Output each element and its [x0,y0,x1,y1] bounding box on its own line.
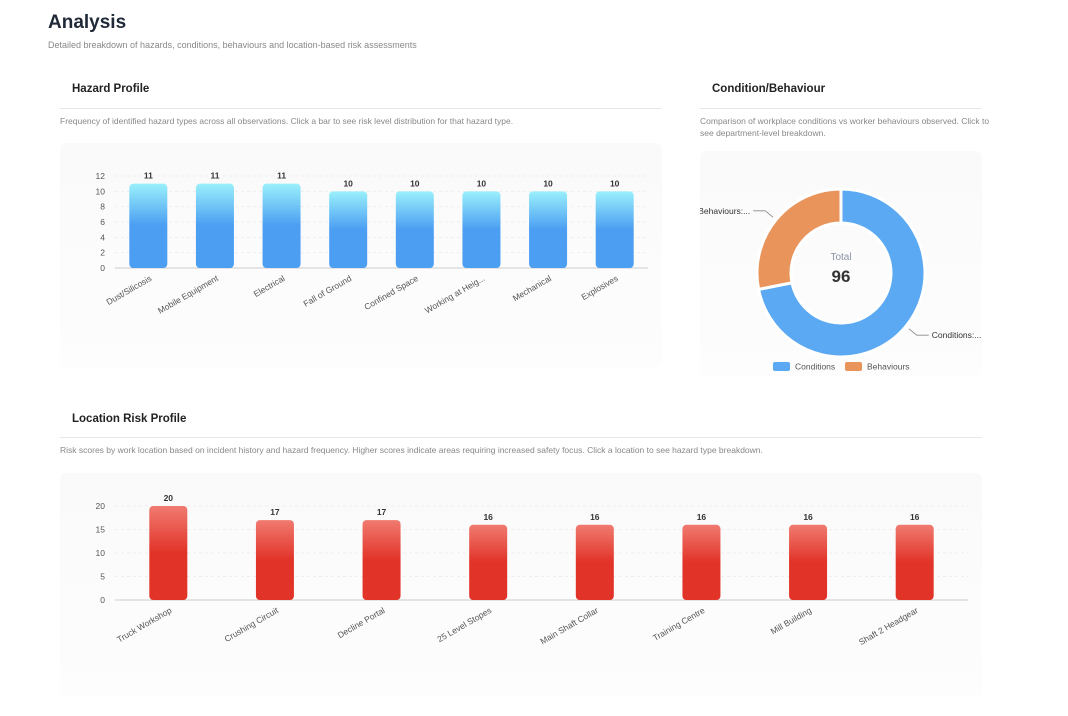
y-tick-label: 10 [96,186,106,196]
y-tick-label: 0 [100,595,105,605]
x-tick-label: Main Shaft Collar [538,605,600,646]
bar[interactable] [575,524,614,600]
page-subtitle: Detailed breakdown of hazards, condition… [48,40,417,50]
x-tick-label: Dust/Silicosis [105,273,154,307]
y-tick-label: 5 [100,572,105,582]
legend-label: Conditions [795,362,835,372]
bar[interactable] [462,191,501,268]
data-label: 11 [277,171,286,181]
data-label: 16 [803,512,813,522]
center-value: 96 [832,267,851,286]
divider [700,108,982,109]
legend-label: Behaviours [867,362,910,372]
legend-swatch[interactable] [845,362,862,371]
x-tick-label: Explosives [579,273,619,302]
donut-slice-conditions[interactable] [757,187,927,359]
bar[interactable] [329,191,368,268]
data-label: 10 [477,178,487,188]
condition-title: Condition/Behaviour [712,83,826,95]
x-tick-label: Crushing Circuit [223,605,281,644]
center-label: Total [830,252,851,263]
bar[interactable] [262,183,301,268]
data-label: 10 [543,178,553,188]
bar[interactable] [362,520,401,600]
y-tick-label: 6 [100,217,105,227]
bar[interactable] [595,191,634,268]
data-label: 17 [270,507,280,517]
location-chart-panel: 0 5 10 15 20 20 Truck Workshop 17 Crushing Circu… [60,473,982,697]
hazard-title: Hazard Profile [72,83,150,95]
label-line [753,210,774,218]
bar[interactable] [682,524,721,600]
hazard-chart: 0 2 4 6 8 10 12 11 Dust/Silicosis 11 Mobile Equipm… [96,171,648,316]
x-tick-label: Confined Space [362,273,420,312]
location-chart: 0 5 10 15 20 20 Truck Workshop 17 Crushing Circu… [96,493,968,647]
y-tick-label: 2 [100,248,105,258]
data-label: 10 [410,178,420,188]
condition-donut-chart[interactable]: Conditions:... Behaviours:... Total 96 Condi… [698,151,982,376]
legend-swatch[interactable] [773,362,790,371]
condition-description: Comparison of workplace conditions vs wo… [700,116,990,138]
bar[interactable] [789,524,828,600]
x-tick-label: 25 Level Stopes [435,605,493,644]
data-label: 11 [210,171,219,181]
data-label: 16 [910,512,920,522]
hazard-description: Frequency of identified hazard types acr… [60,116,514,126]
data-label: 11 [144,171,153,181]
bar[interactable] [529,191,568,268]
page-title: Analysis [48,12,127,33]
y-tick-label: 4 [100,232,105,242]
data-label: 16 [483,512,493,522]
donut-slice-behaviours[interactable] [755,187,843,291]
data-label: 20 [164,493,174,503]
bar[interactable] [149,506,188,600]
x-tick-label: Shaft 2 Headgear [857,605,920,647]
y-tick-label: 20 [96,501,106,511]
slice-label: Conditions:... [932,330,982,340]
data-label: 17 [377,507,387,517]
y-tick-label: 8 [100,202,105,212]
location-title: Location Risk Profile [72,413,187,425]
bar[interactable] [469,524,508,600]
divider [60,108,662,109]
x-tick-label: Truck Workshop [115,605,173,644]
data-label: 16 [590,512,600,522]
hazard-chart-panel: 0 2 4 6 8 10 12 11 Dust/Silicosis 11 Mobile Equipm… [60,143,662,367]
x-tick-label: Working at Heig... [423,273,486,315]
x-tick-label: Electrical [252,273,287,299]
label-line [908,328,929,336]
y-tick-label: 15 [96,525,106,535]
bar[interactable] [195,183,234,268]
condition-chart-panel: Conditions:... Behaviours:... Total 96 Condi… [698,151,982,376]
y-tick-label: 12 [96,171,106,181]
location-description: Risk scores by work location based on in… [60,445,763,455]
slice-label: Behaviours:... [700,206,750,216]
bar[interactable] [895,524,934,600]
x-tick-label: Fall of Ground [302,273,354,309]
x-tick-label: Mechanical [511,273,553,303]
divider [60,437,982,438]
x-tick-label: Mobile Equipment [156,273,220,316]
y-tick-label: 0 [100,263,105,273]
bar[interactable] [129,183,168,268]
bar[interactable] [255,520,294,600]
data-label: 16 [697,512,707,522]
y-tick-label: 10 [96,548,106,558]
x-tick-label: Decline Portal [336,605,387,640]
x-tick-label: Training Centre [651,605,707,643]
data-label: 10 [610,178,620,188]
data-label: 10 [343,178,353,188]
bar[interactable] [395,191,434,268]
x-tick-label: Mill Building [769,605,814,636]
